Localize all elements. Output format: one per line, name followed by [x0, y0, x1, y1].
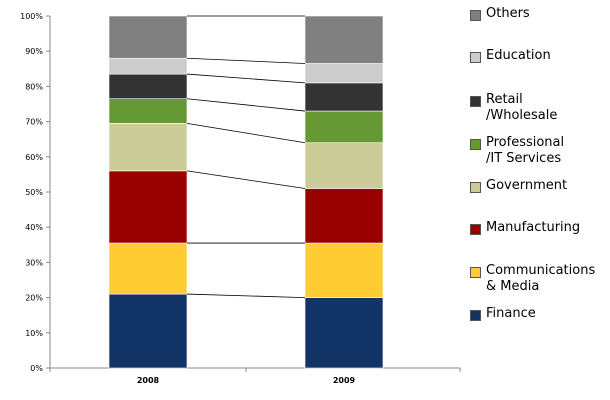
x-category-label: 2008	[137, 376, 160, 385]
x-category-label: 2009	[333, 376, 356, 385]
legend-swatch	[470, 182, 481, 193]
y-tick-label: 100%	[20, 12, 43, 21]
bar-segment	[304, 110, 384, 144]
legend-swatch	[470, 267, 481, 278]
legend-swatch	[470, 139, 481, 150]
bar-segment	[108, 15, 188, 59]
y-tick-label: 80%	[25, 82, 43, 91]
series-connector-line	[186, 293, 306, 298]
y-tick-label: 20%	[25, 294, 43, 303]
legend-item: Finance	[470, 306, 536, 322]
bar-segment	[108, 98, 188, 124]
series-connector-line	[186, 57, 306, 64]
legend-item: Communications & Media	[470, 263, 595, 295]
legend-swatch	[470, 96, 481, 107]
y-tick-label: 90%	[25, 47, 43, 56]
y-tick-label: 0%	[30, 364, 43, 373]
y-tick-label: 40%	[25, 223, 43, 232]
legend-item: Government	[470, 178, 567, 194]
bar-segment	[108, 73, 188, 100]
legend-label: Others	[486, 6, 530, 21]
legend: Others Education Retail /Wholesale Professi…	[470, 0, 610, 340]
y-tick-label: 70%	[25, 118, 43, 127]
y-tick-label: 60%	[25, 153, 43, 162]
bar-segment	[304, 82, 384, 112]
bar-segment	[108, 293, 188, 369]
legend-label: Professional /IT Services	[486, 135, 565, 166]
legend-item: Education	[470, 48, 551, 64]
bar-segment	[108, 242, 188, 295]
legend-swatch	[470, 52, 481, 63]
y-tick-label: 50%	[25, 188, 43, 197]
stacked-bar-chart: 0% 10% 20% 30% 40% 50% 60% 70% 80% 90% 100% 2008 200…	[20, 12, 461, 385]
legend-swatch	[470, 310, 481, 321]
y-tick-label: 10%	[25, 329, 43, 338]
legend-label: Retail /Wholesale	[486, 92, 558, 123]
series-connector-line	[186, 73, 306, 84]
legend-label: Communications & Media	[486, 263, 596, 294]
legend-swatch	[470, 10, 481, 21]
series-connector-line	[186, 98, 306, 112]
legend-item: Retail /Wholesale	[470, 92, 557, 124]
bar-segment	[304, 297, 384, 369]
y-tick-label: 30%	[25, 258, 43, 267]
bar-segment	[108, 57, 188, 75]
legend-label: Education	[486, 48, 551, 63]
legend-label: Government	[486, 178, 568, 193]
bar-segment	[304, 188, 384, 244]
legend-label: Manufacturing	[486, 220, 581, 235]
series-connector-line	[186, 122, 306, 144]
bar-segment	[108, 170, 188, 244]
bar-segment	[304, 242, 384, 298]
bar-segment	[304, 63, 384, 84]
legend-item: Professional /IT Services	[470, 135, 564, 167]
legend-item: Manufacturing	[470, 220, 580, 236]
series-connector-line	[186, 170, 306, 189]
legend-swatch	[470, 224, 481, 235]
bar-segment	[304, 142, 384, 189]
legend-item: Others	[470, 6, 530, 22]
bar-segment	[304, 15, 384, 64]
legend-label: Finance	[486, 306, 536, 321]
bar-segment	[108, 123, 188, 172]
